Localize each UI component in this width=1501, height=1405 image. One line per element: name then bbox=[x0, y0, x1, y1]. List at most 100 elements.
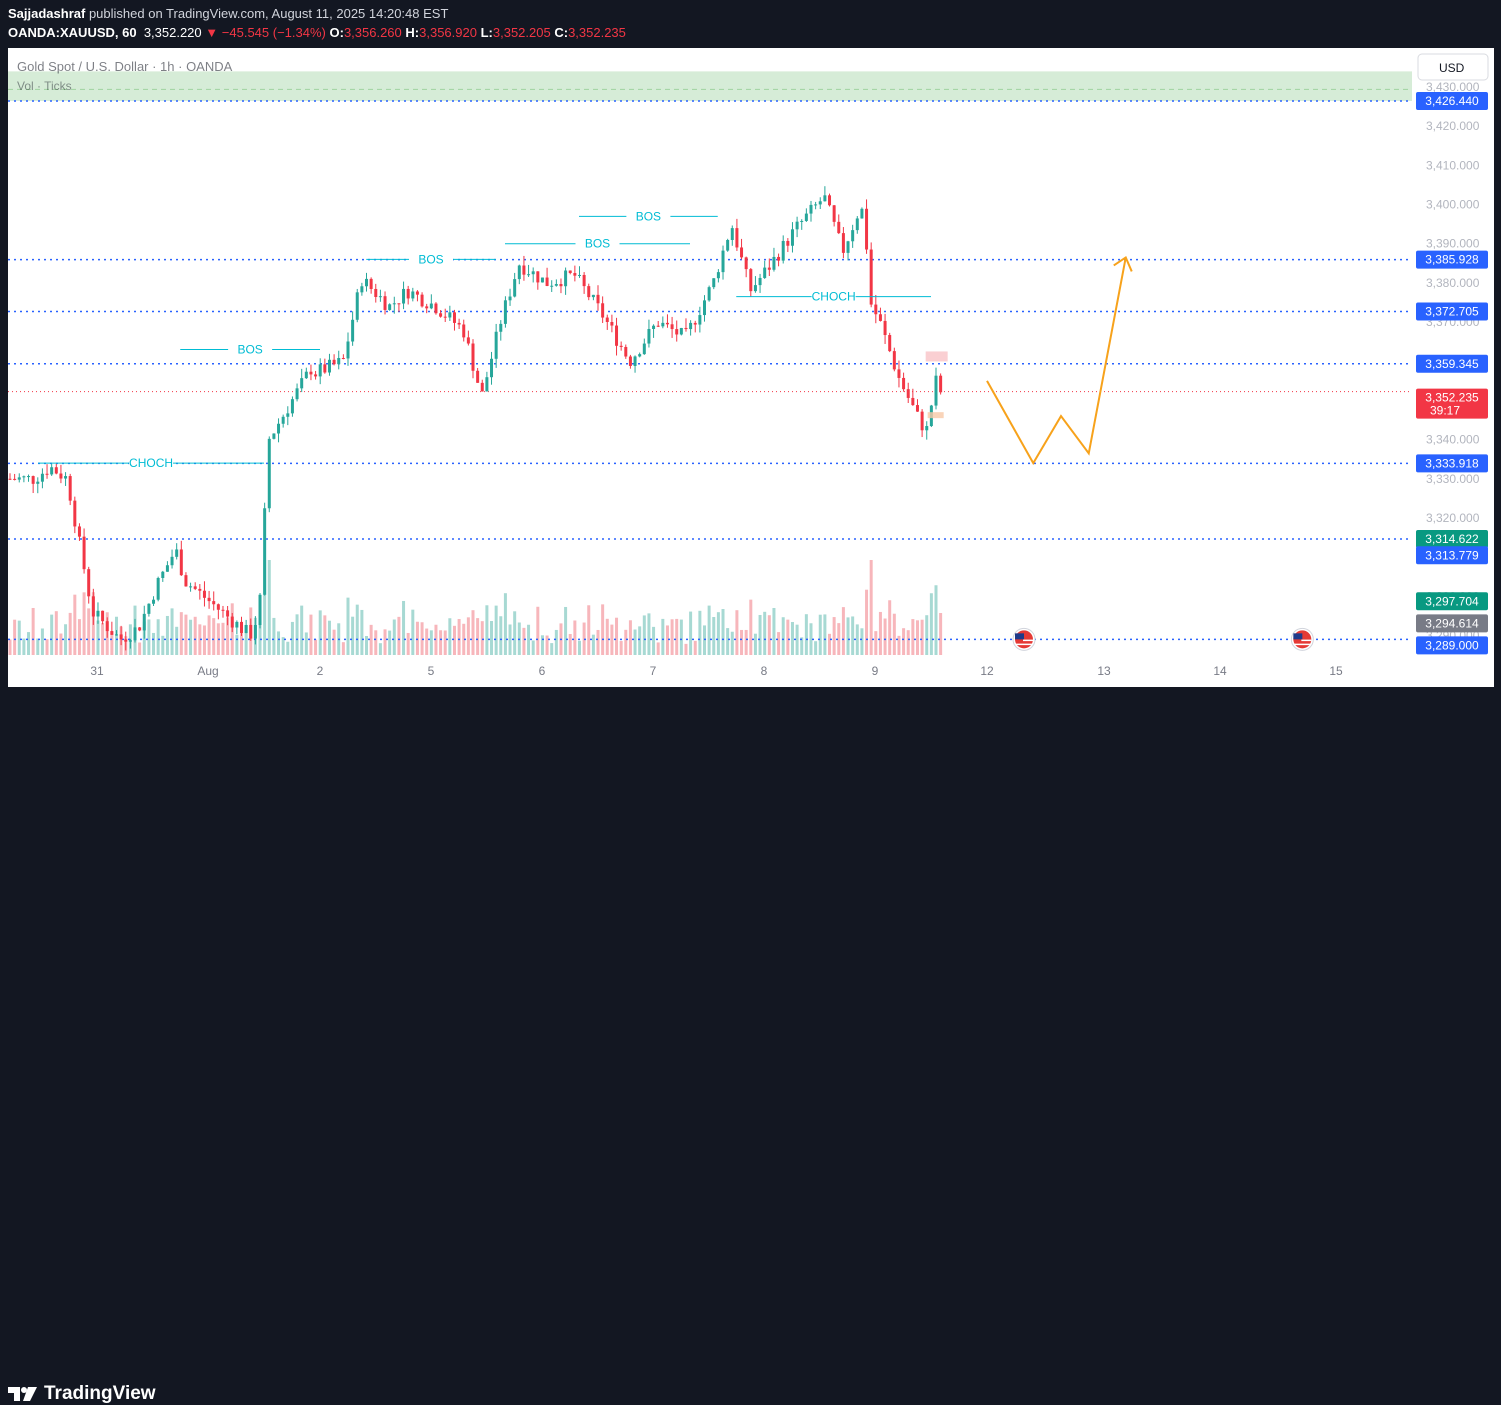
structure-label: CHOCH bbox=[812, 290, 856, 304]
candle-body bbox=[476, 370, 480, 383]
candle-body bbox=[767, 267, 771, 270]
candle-body bbox=[545, 277, 549, 286]
candle-body bbox=[277, 423, 281, 434]
candle-body bbox=[332, 359, 336, 365]
us-flag-icon-canton bbox=[1015, 633, 1024, 640]
volume-bar bbox=[897, 635, 901, 655]
volume-bar bbox=[281, 637, 285, 655]
volume-bar bbox=[383, 629, 387, 655]
candle-body bbox=[888, 335, 892, 352]
volume-bar bbox=[925, 615, 929, 655]
x-tick-label: 12 bbox=[980, 664, 994, 678]
candle-body bbox=[263, 508, 267, 595]
candle-body bbox=[744, 257, 748, 270]
volume-bar bbox=[726, 628, 730, 655]
candle-body bbox=[865, 208, 869, 250]
candle-body bbox=[883, 320, 887, 336]
volume-bar bbox=[457, 619, 461, 655]
volume-bar bbox=[513, 611, 517, 655]
volume-bar bbox=[152, 632, 156, 655]
candle-body bbox=[147, 603, 151, 614]
volume-bar bbox=[693, 640, 697, 655]
volume-bar bbox=[851, 616, 855, 655]
volume-bar bbox=[550, 643, 554, 655]
volume-bar bbox=[439, 630, 443, 655]
volume-bar bbox=[610, 624, 614, 655]
volume-bar bbox=[656, 642, 660, 655]
tradingview-logo[interactable]: TradingView bbox=[8, 1383, 156, 1405]
x-tick-label: 5 bbox=[428, 664, 435, 678]
candle-body bbox=[101, 610, 105, 622]
candle-body bbox=[36, 481, 40, 484]
volume-bar bbox=[781, 617, 785, 655]
candle-body bbox=[628, 356, 632, 366]
volume-bar bbox=[369, 624, 373, 655]
candle-body bbox=[665, 322, 669, 325]
price-tag-label: 3,333.918 bbox=[1425, 456, 1479, 470]
volume-bar bbox=[471, 610, 475, 655]
candle-body bbox=[77, 526, 81, 537]
candle-body bbox=[517, 265, 521, 280]
volume-bar bbox=[290, 621, 294, 655]
volume-bar bbox=[272, 617, 276, 655]
chart-legend-title: Gold Spot / U.S. Dollar · 1h · OANDA bbox=[17, 59, 233, 74]
currency-button-label[interactable]: USD bbox=[1439, 61, 1465, 75]
brand-name: TradingView bbox=[44, 1383, 156, 1404]
price-tag bbox=[1416, 529, 1488, 548]
volume-bar bbox=[161, 635, 165, 655]
volume-bar bbox=[587, 605, 591, 655]
candle-body bbox=[415, 291, 419, 295]
candle-body bbox=[346, 341, 350, 359]
volume-bar bbox=[740, 629, 744, 655]
candle-body bbox=[64, 476, 68, 479]
candle-body bbox=[652, 325, 656, 329]
volume-bar bbox=[577, 640, 581, 655]
volume-bar bbox=[920, 619, 924, 655]
structure-label-bg bbox=[228, 341, 273, 358]
candle-body bbox=[675, 329, 679, 335]
candle-body bbox=[128, 640, 132, 642]
candle-body bbox=[832, 205, 836, 222]
y-tick-label: 3,400.000 bbox=[1426, 198, 1480, 212]
candle-body bbox=[656, 325, 660, 327]
candle-body bbox=[915, 405, 919, 412]
volume-bar bbox=[240, 632, 243, 655]
volume-bar bbox=[31, 607, 35, 655]
volume-bar bbox=[480, 621, 484, 655]
volume-bar bbox=[189, 619, 193, 655]
volume-bar bbox=[374, 630, 378, 655]
volume-bar bbox=[50, 614, 54, 655]
volume-bar bbox=[8, 639, 12, 655]
volume-bar bbox=[327, 620, 331, 655]
currency-button[interactable] bbox=[1417, 53, 1489, 81]
candle-body bbox=[846, 241, 850, 253]
price-tag bbox=[1416, 454, 1488, 473]
volume-bar bbox=[318, 610, 322, 655]
candle-body bbox=[170, 556, 174, 566]
structure-label: CHOCH bbox=[129, 456, 173, 470]
candle-body bbox=[828, 195, 832, 206]
volume-bar bbox=[295, 614, 299, 655]
candle-body bbox=[337, 357, 341, 365]
volume-bar bbox=[564, 606, 568, 655]
volume-bar bbox=[522, 627, 526, 655]
volume-bar bbox=[911, 619, 915, 655]
volume-bar bbox=[934, 585, 938, 655]
candle-body bbox=[800, 220, 804, 222]
volume-bar bbox=[888, 600, 892, 655]
volume-bar bbox=[536, 606, 540, 655]
x-tick-label: 31 bbox=[90, 664, 104, 678]
y-tick-label: 3,410.000 bbox=[1426, 158, 1480, 172]
volume-bar bbox=[647, 613, 651, 655]
high-value: 3,356.920 bbox=[419, 25, 477, 40]
candle-body bbox=[513, 279, 517, 297]
candle-body bbox=[758, 277, 762, 286]
author-name[interactable]: Sajjadashraf bbox=[8, 6, 86, 21]
volume-bar bbox=[883, 618, 887, 655]
candle-body bbox=[703, 300, 706, 316]
candle-body bbox=[165, 565, 169, 572]
candle-body bbox=[425, 306, 429, 309]
x-tick-label: 14 bbox=[1213, 664, 1227, 678]
